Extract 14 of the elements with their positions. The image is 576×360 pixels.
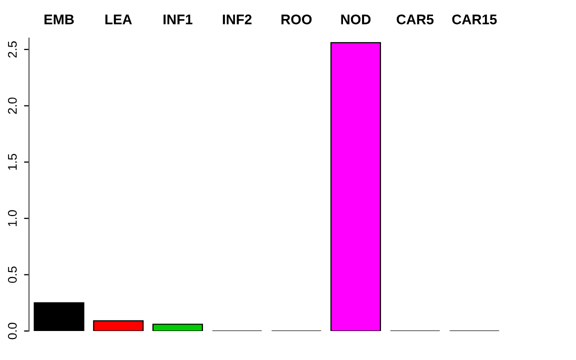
y-tick-label: 0.0 [8,322,17,340]
y-tick-label: 1.0 [8,210,17,226]
x-tick-label: LEA [105,14,132,24]
x-tick-label: CAR15 [452,14,497,24]
x-tick-label: EMB [44,14,74,24]
y-tick-label: 1.5 [8,154,17,170]
x-tick-label: ROO [281,14,312,24]
x-tick-label: INF1 [164,14,192,24]
x-tick-label: NOD [341,14,371,24]
x-tick-label: CAR5 [396,14,434,24]
x-tick-label: INF2 [222,14,252,24]
y-tick-label: 2.0 [8,98,17,114]
y-tick-label: 2.5 [8,41,17,58]
y-tick-label: 0.5 [8,266,17,283]
